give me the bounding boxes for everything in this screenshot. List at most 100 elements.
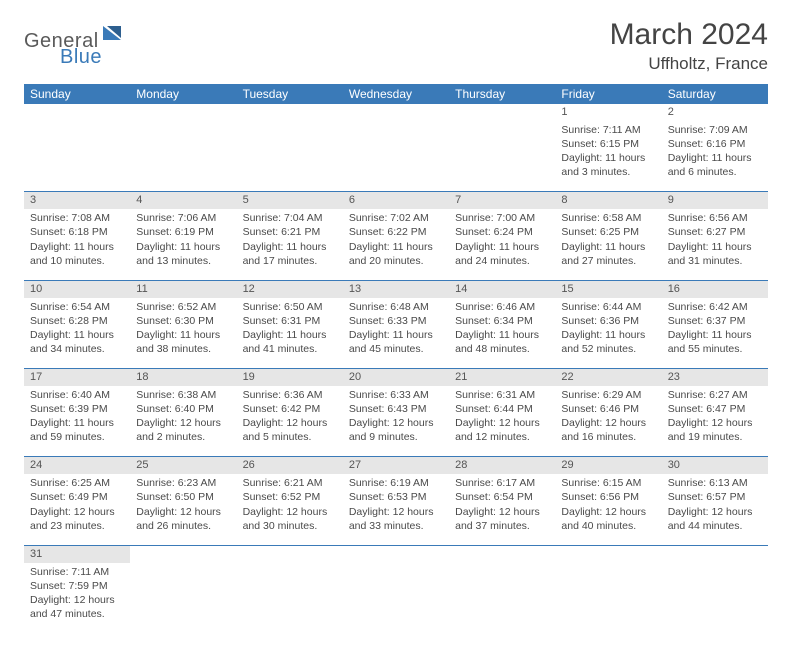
- day-info-cell: [343, 121, 449, 192]
- day-info-line: Sunset: 6:21 PM: [243, 225, 337, 239]
- day-info-cell: [24, 121, 130, 192]
- day-info-row: Sunrise: 6:54 AMSunset: 6:28 PMDaylight:…: [24, 298, 768, 369]
- day-info-line: and 16 minutes.: [561, 430, 655, 444]
- day-info-line: Sunrise: 6:52 AM: [136, 300, 230, 314]
- day-info-line: Daylight: 12 hours: [243, 416, 337, 430]
- day-info-cell: [449, 121, 555, 192]
- day-info-cell: [237, 563, 343, 634]
- day-info-line: Sunset: 6:53 PM: [349, 490, 443, 504]
- day-info-line: Sunset: 6:42 PM: [243, 402, 337, 416]
- day-number-cell: 7: [449, 192, 555, 209]
- day-info-line: Sunrise: 6:23 AM: [136, 476, 230, 490]
- day-info-line: Sunset: 6:44 PM: [455, 402, 549, 416]
- day-info-line: Daylight: 11 hours: [349, 328, 443, 342]
- day-info-line: Daylight: 11 hours: [349, 240, 443, 254]
- day-info-line: Daylight: 11 hours: [136, 328, 230, 342]
- day-info-line: Sunrise: 6:21 AM: [243, 476, 337, 490]
- day-info-cell: Sunrise: 7:09 AMSunset: 6:16 PMDaylight:…: [662, 121, 768, 192]
- day-info-line: Daylight: 11 hours: [30, 328, 124, 342]
- day-info-line: Sunrise: 6:29 AM: [561, 388, 655, 402]
- day-info-cell: Sunrise: 6:40 AMSunset: 6:39 PMDaylight:…: [24, 386, 130, 457]
- day-info-line: Daylight: 12 hours: [561, 505, 655, 519]
- day-info-cell: Sunrise: 6:54 AMSunset: 6:28 PMDaylight:…: [24, 298, 130, 369]
- day-info-line: and 12 minutes.: [455, 430, 549, 444]
- day-number-cell: [449, 104, 555, 121]
- day-number-cell: 21: [449, 369, 555, 386]
- day-number-cell: 12: [237, 280, 343, 297]
- day-info-line: Sunrise: 7:00 AM: [455, 211, 549, 225]
- weekday-header: Monday: [130, 84, 236, 104]
- day-number-cell: [555, 545, 661, 562]
- day-info-line: Daylight: 12 hours: [455, 416, 549, 430]
- day-info-line: Sunrise: 6:17 AM: [455, 476, 549, 490]
- weekday-header: Sunday: [24, 84, 130, 104]
- day-info-row: Sunrise: 7:11 AMSunset: 7:59 PMDaylight:…: [24, 563, 768, 634]
- day-number-cell: [130, 545, 236, 562]
- day-info-line: Daylight: 11 hours: [668, 151, 762, 165]
- day-info-line: Sunset: 6:30 PM: [136, 314, 230, 328]
- day-info-line: Daylight: 12 hours: [243, 505, 337, 519]
- day-info-cell: Sunrise: 6:38 AMSunset: 6:40 PMDaylight:…: [130, 386, 236, 457]
- day-info-cell: [130, 121, 236, 192]
- day-info-cell: Sunrise: 6:58 AMSunset: 6:25 PMDaylight:…: [555, 209, 661, 280]
- day-info-line: Daylight: 12 hours: [136, 416, 230, 430]
- day-info-line: Daylight: 11 hours: [561, 151, 655, 165]
- day-number-row: 17181920212223: [24, 369, 768, 386]
- day-info-line: Sunrise: 7:06 AM: [136, 211, 230, 225]
- day-info-line: and 44 minutes.: [668, 519, 762, 533]
- calendar-page: General March 2024 Uffholtz, France Blue…: [0, 0, 792, 652]
- day-info-cell: Sunrise: 6:25 AMSunset: 6:49 PMDaylight:…: [24, 474, 130, 545]
- day-info-line: Sunset: 6:33 PM: [349, 314, 443, 328]
- day-info-line: and 20 minutes.: [349, 254, 443, 268]
- weekday-header: Friday: [555, 84, 661, 104]
- day-info-line: Daylight: 11 hours: [243, 328, 337, 342]
- day-info-cell: Sunrise: 7:04 AMSunset: 6:21 PMDaylight:…: [237, 209, 343, 280]
- day-info-cell: Sunrise: 6:50 AMSunset: 6:31 PMDaylight:…: [237, 298, 343, 369]
- day-info-line: and 17 minutes.: [243, 254, 337, 268]
- weekday-header: Saturday: [662, 84, 768, 104]
- day-info-line: Sunset: 7:59 PM: [30, 579, 124, 593]
- day-info-cell: [130, 563, 236, 634]
- day-info-line: Daylight: 11 hours: [561, 328, 655, 342]
- day-info-line: Sunrise: 6:42 AM: [668, 300, 762, 314]
- day-info-line: Daylight: 11 hours: [668, 328, 762, 342]
- day-number-row: 24252627282930: [24, 457, 768, 474]
- day-info-line: Daylight: 12 hours: [349, 416, 443, 430]
- day-info-line: Sunrise: 6:33 AM: [349, 388, 443, 402]
- day-number-cell: 30: [662, 457, 768, 474]
- day-info-line: and 48 minutes.: [455, 342, 549, 356]
- day-info-line: and 19 minutes.: [668, 430, 762, 444]
- header: General March 2024 Uffholtz, France: [24, 18, 768, 74]
- day-number-cell: 13: [343, 280, 449, 297]
- day-info-line: Sunrise: 6:19 AM: [349, 476, 443, 490]
- day-info-line: Sunrise: 7:04 AM: [243, 211, 337, 225]
- day-info-cell: Sunrise: 6:46 AMSunset: 6:34 PMDaylight:…: [449, 298, 555, 369]
- day-number-row: 3456789: [24, 192, 768, 209]
- day-info-line: and 26 minutes.: [136, 519, 230, 533]
- day-info-line: Sunrise: 6:54 AM: [30, 300, 124, 314]
- day-info-line: and 6 minutes.: [668, 165, 762, 179]
- day-info-line: Sunrise: 6:58 AM: [561, 211, 655, 225]
- day-info-line: Sunset: 6:31 PM: [243, 314, 337, 328]
- day-info-line: and 23 minutes.: [30, 519, 124, 533]
- day-info-cell: Sunrise: 6:13 AMSunset: 6:57 PMDaylight:…: [662, 474, 768, 545]
- day-info-cell: Sunrise: 7:00 AMSunset: 6:24 PMDaylight:…: [449, 209, 555, 280]
- day-info-cell: Sunrise: 7:08 AMSunset: 6:18 PMDaylight:…: [24, 209, 130, 280]
- day-info-line: Sunset: 6:16 PM: [668, 137, 762, 151]
- day-info-cell: Sunrise: 6:48 AMSunset: 6:33 PMDaylight:…: [343, 298, 449, 369]
- day-info-line: and 31 minutes.: [668, 254, 762, 268]
- day-info-row: Sunrise: 7:08 AMSunset: 6:18 PMDaylight:…: [24, 209, 768, 280]
- day-number-cell: 18: [130, 369, 236, 386]
- day-info-cell: Sunrise: 6:52 AMSunset: 6:30 PMDaylight:…: [130, 298, 236, 369]
- day-number-cell: 10: [24, 280, 130, 297]
- day-info-cell: Sunrise: 6:21 AMSunset: 6:52 PMDaylight:…: [237, 474, 343, 545]
- day-info-line: and 38 minutes.: [136, 342, 230, 356]
- day-info-line: and 34 minutes.: [30, 342, 124, 356]
- day-number-cell: [237, 545, 343, 562]
- day-number-cell: 3: [24, 192, 130, 209]
- day-info-line: Daylight: 11 hours: [561, 240, 655, 254]
- day-info-line: Daylight: 12 hours: [668, 416, 762, 430]
- day-info-line: Sunrise: 6:27 AM: [668, 388, 762, 402]
- day-info-line: Daylight: 12 hours: [30, 593, 124, 607]
- day-info-line: Sunset: 6:24 PM: [455, 225, 549, 239]
